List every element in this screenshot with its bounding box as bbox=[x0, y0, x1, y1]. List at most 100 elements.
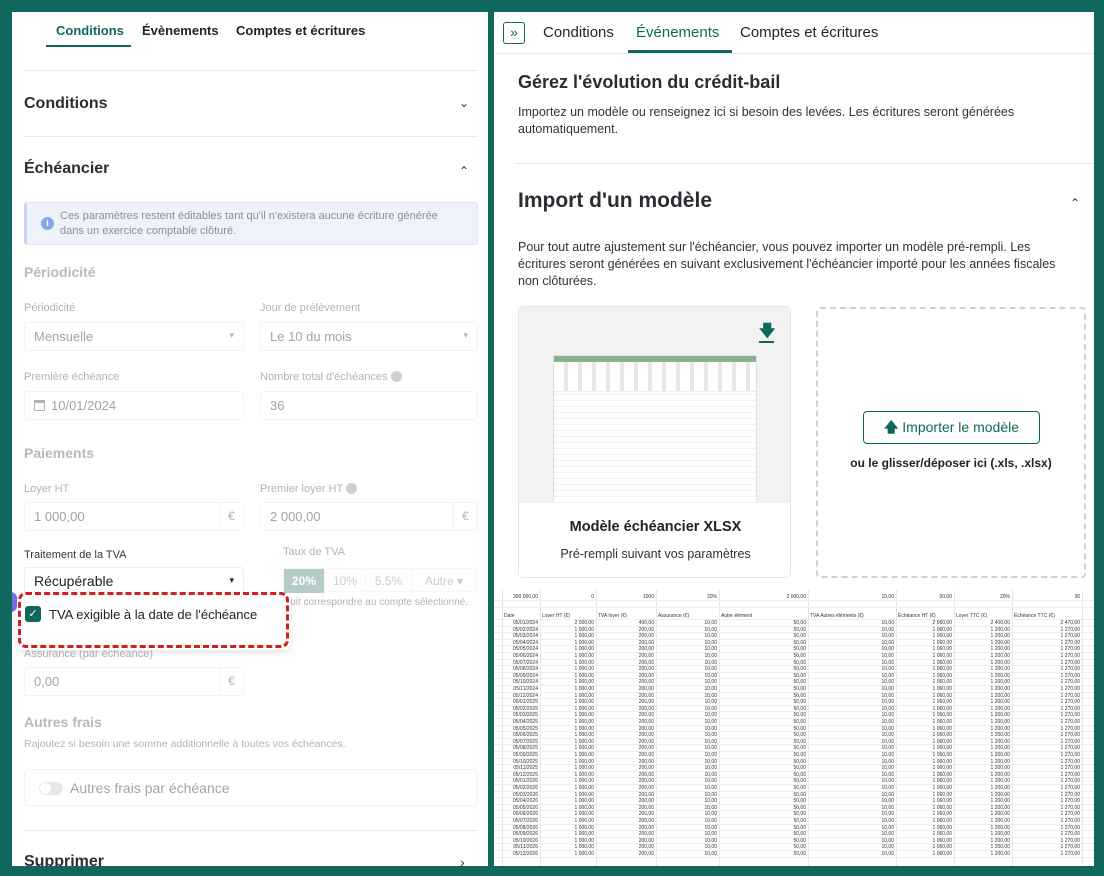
sheet-cell: 1 000,00 bbox=[574, 785, 594, 791]
sheet-cell: 1 200,00 bbox=[990, 785, 1010, 791]
sheet-cell: 50,00 bbox=[793, 758, 806, 765]
divider bbox=[24, 70, 478, 71]
sheet-cell: 1 060,00 bbox=[932, 765, 952, 772]
sheet-cell: 10,00 bbox=[704, 712, 717, 719]
download-icon[interactable]: 🡇 bbox=[759, 324, 775, 343]
premiere-date-input[interactable]: 10/01/2024 bbox=[24, 391, 244, 420]
periodicite-select[interactable]: Mensuelle ▾ bbox=[24, 322, 244, 351]
sheet-cell: 50,00 bbox=[793, 765, 806, 772]
sheet-column-line bbox=[1082, 590, 1083, 866]
section-conditions-header[interactable]: Conditions bbox=[24, 95, 108, 112]
sheet-cell: 1 060,00 bbox=[932, 758, 952, 765]
sheet-cell: 1 200,00 bbox=[990, 732, 1010, 739]
tab-comptes[interactable]: Comptes et écritures bbox=[236, 23, 366, 38]
sheet-cell: 1 270,00 bbox=[1060, 837, 1080, 844]
assurance-input[interactable]: 0,00 € bbox=[24, 667, 244, 696]
help-icon[interactable] bbox=[390, 371, 402, 382]
sheet-cell: 50,00 bbox=[793, 837, 806, 844]
sheet-cell: 10,00 bbox=[704, 752, 717, 758]
import-section-title: Import d'un modèle bbox=[518, 189, 712, 212]
spreadsheet-thumbnail bbox=[553, 355, 757, 502]
sheet-cell: 1 270,00 bbox=[1060, 626, 1080, 633]
tab-comptes[interactable]: Comptes et écritures bbox=[740, 24, 879, 41]
sheet-cell: 1 200,00 bbox=[990, 851, 1010, 857]
sheet-cell: 1 200,00 bbox=[990, 811, 1010, 818]
sheet-cell: 1 060,00 bbox=[932, 851, 952, 857]
premier-loyer-input[interactable]: 2 000,00 € bbox=[260, 502, 478, 531]
nombre-input[interactable]: 36 bbox=[260, 391, 478, 420]
loyer-input[interactable]: 1 000,00 € bbox=[24, 502, 244, 531]
sheet-cell: 10,00 bbox=[881, 818, 894, 824]
chevron-up-icon[interactable]: ⌃ bbox=[1070, 196, 1081, 210]
sheet-cell: 1 000,00 bbox=[574, 791, 594, 798]
sheet-cell: 1 060,00 bbox=[932, 732, 952, 739]
sheet-cell: 05/08/2026 bbox=[512, 824, 538, 831]
checkbox-label[interactable]: TVA exigible à la date de l'échéance bbox=[49, 607, 258, 622]
section-echeancier-header[interactable]: Échéancier bbox=[24, 160, 110, 177]
tab-conditions[interactable]: Conditions bbox=[543, 24, 614, 41]
sheet-cell: 200,00 bbox=[638, 639, 654, 646]
taux-option-autre[interactable]: Autre ▾ bbox=[424, 574, 464, 588]
taux-option-10[interactable]: 10% bbox=[325, 569, 366, 593]
sheet-cell: 1 000,00 bbox=[574, 699, 594, 706]
sheet-cell: 10,00 bbox=[881, 844, 894, 851]
tab-conditions[interactable]: Conditions bbox=[56, 23, 124, 38]
sheet-cell: 10,00 bbox=[881, 745, 894, 752]
taux-option-20[interactable]: 20% bbox=[284, 569, 325, 593]
chevron-up-icon[interactable]: ⌃ bbox=[459, 164, 470, 178]
sheet-cell: 10,00 bbox=[704, 745, 717, 752]
sheet-cell: TVA loyer (€) bbox=[598, 613, 627, 619]
sheet-cell: 50,00 bbox=[793, 699, 806, 706]
chevron-down-icon[interactable]: ⌄ bbox=[459, 96, 470, 110]
sheet-cell: 50,00 bbox=[793, 719, 806, 725]
sheet-cell: 10,00 bbox=[704, 620, 717, 626]
jour-select[interactable]: Le 10 du mois ▾ bbox=[260, 322, 478, 351]
sheet-cell: 200,00 bbox=[638, 818, 654, 824]
sheet-cell: 1 270,00 bbox=[1060, 719, 1080, 725]
sheet-data-row: 05/06/2025 1 000,00 200,00 10,00 50,00 10,00 1… bbox=[494, 732, 1094, 739]
sheet-cell: 2 000,00 bbox=[574, 620, 594, 626]
sheet-data-row: 05/05/2026 1 000,00 200,00 10,00 50,00 10,00 1… bbox=[494, 805, 1094, 812]
sheet-cell: 1 270,00 bbox=[1060, 725, 1080, 732]
sheet-cell: 1 000,00 bbox=[574, 679, 594, 686]
sheet-cell: 1 060,00 bbox=[932, 837, 952, 844]
sheet-cell: 10,00 bbox=[704, 771, 717, 778]
import-template-button[interactable]: 🡅 Importer le modèle bbox=[863, 411, 1040, 444]
sheet-cell: 36 bbox=[1074, 594, 1080, 600]
checkbox-checked-icon[interactable]: ✓ bbox=[25, 606, 41, 622]
sheet-cell: 1 200,00 bbox=[990, 686, 1010, 692]
section-supprimer-header[interactable]: Supprimer bbox=[24, 853, 105, 866]
sheet-cell: 10,00 bbox=[881, 699, 894, 706]
sheet-cell: 05/05/2025 bbox=[512, 725, 538, 732]
sheet-cell: 10,00 bbox=[704, 738, 717, 745]
tva-value: Récupérable bbox=[34, 573, 114, 589]
sheet-cell: 10,00 bbox=[881, 659, 894, 666]
sheet-cell: 50,00 bbox=[793, 811, 806, 818]
caret-down-icon: ▾ bbox=[229, 330, 234, 340]
template-card[interactable]: 🡇 Modèle échéancier XLSX Pré-rempli suiv… bbox=[518, 306, 791, 578]
sheet-cell: 200,00 bbox=[638, 738, 654, 745]
tab-evenements[interactable]: Évènements bbox=[142, 23, 219, 38]
sheet-data-row: 05/07/2025 1 000,00 200,00 10,00 50,00 10,00 1… bbox=[494, 739, 1094, 746]
sheet-cell: Échéance TTC (€) bbox=[1014, 613, 1055, 619]
sheet-cell: 10,00 bbox=[881, 798, 894, 805]
sheet-cell: 10,00 bbox=[704, 659, 717, 666]
info-banner: i Ces paramètres restent éditables tant … bbox=[24, 202, 478, 245]
chevron-right-icon[interactable]: › bbox=[460, 854, 465, 866]
drop-hint: ou le glisser/déposer ici (.xls, .xlsx) bbox=[850, 456, 1052, 470]
sheet-cell: 10,00 bbox=[881, 811, 894, 818]
sheet-cell: 50,00 bbox=[793, 851, 806, 857]
sheet-cell: 10,00 bbox=[704, 686, 717, 692]
sheet-cell: 1 000,00 bbox=[574, 732, 594, 739]
taux-option-5-5[interactable]: 5.5% bbox=[366, 569, 412, 593]
sheet-cell: 1 060,00 bbox=[932, 798, 952, 805]
sheet-cell: 1 060,00 bbox=[932, 824, 952, 831]
autres-frais-toggle[interactable] bbox=[39, 782, 63, 795]
file-dropzone[interactable]: 🡅 Importer le modèle ou le glisser/dépos… bbox=[816, 307, 1086, 578]
expand-panel-button[interactable]: » bbox=[503, 22, 525, 44]
tab-evenements[interactable]: Événements bbox=[636, 24, 720, 41]
sheet-cell: 10,00 bbox=[881, 639, 894, 646]
help-icon[interactable] bbox=[346, 483, 357, 494]
sheet-data-row: 05/05/2025 1 000,00 200,00 10,00 50,00 10,00 1… bbox=[494, 726, 1094, 733]
sheet-cell: 05/04/2025 bbox=[512, 719, 538, 725]
